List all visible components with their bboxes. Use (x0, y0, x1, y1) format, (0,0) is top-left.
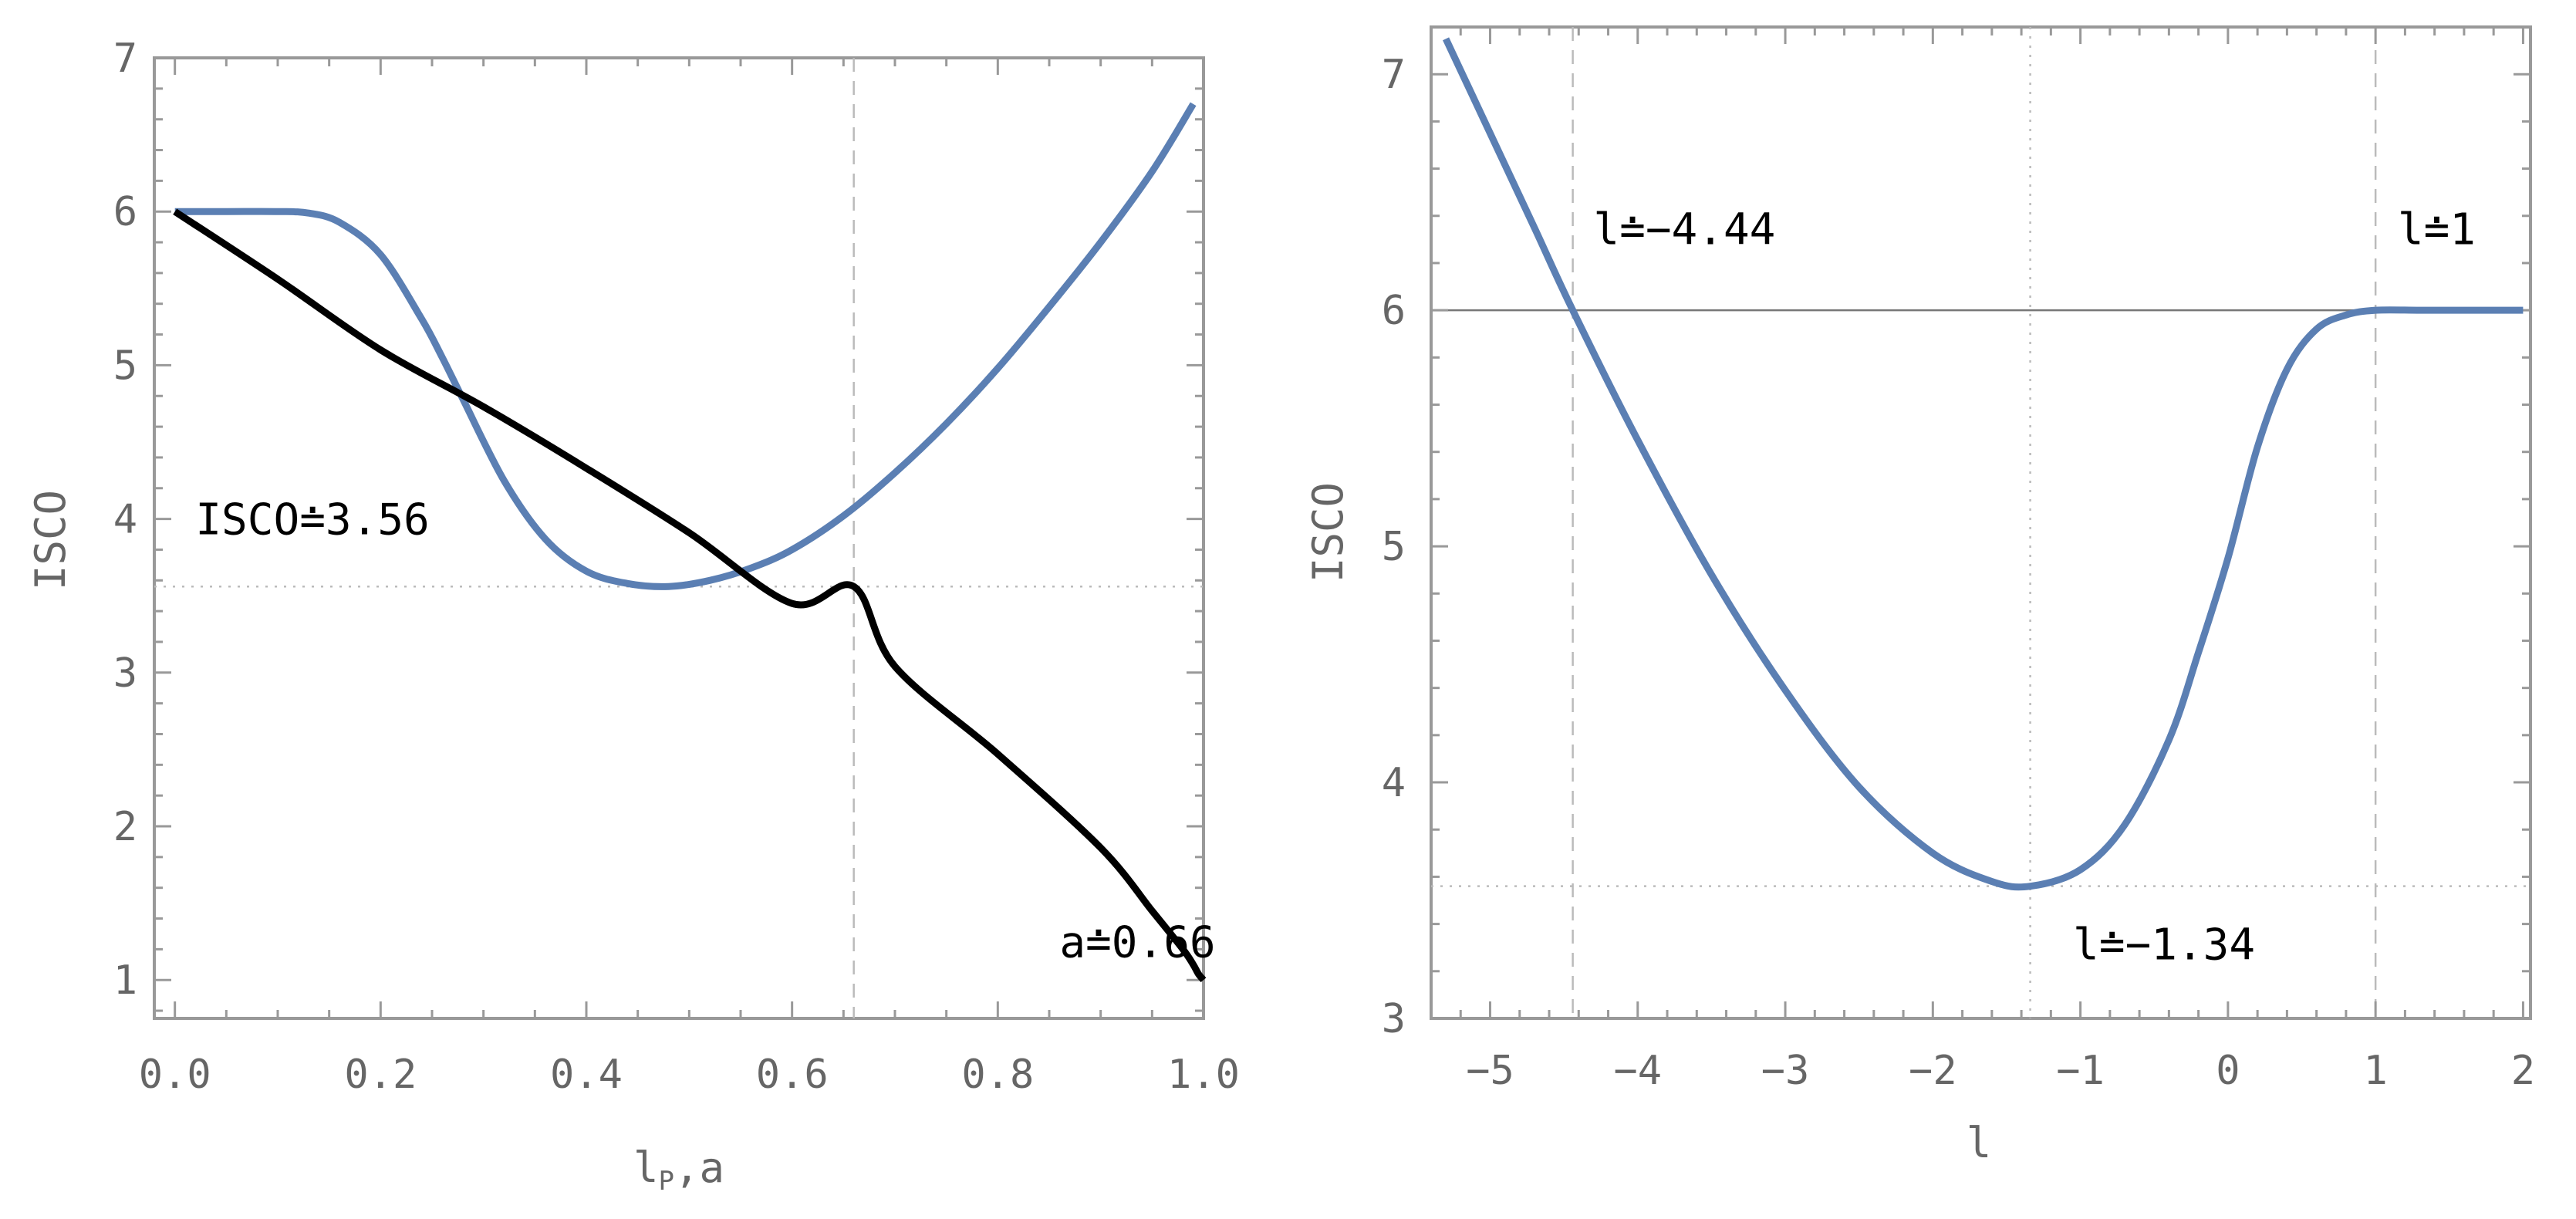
reference-lines-right (1431, 27, 2530, 1018)
series-left (173, 102, 1207, 983)
x-tick-label-right: −1 (2056, 1048, 2105, 1094)
ticks-left: 0.0 0.2 0.4 0.6 0.8 1.0 1 2 3 4 5 6 7 (113, 35, 1240, 1098)
y-tick-label-left: 7 (113, 35, 137, 82)
x-tick-label-right: 0 (2216, 1048, 2240, 1094)
annotation-right-1: l≐1 (2398, 204, 2476, 255)
x-tick-label-left: 0.2 (344, 1052, 417, 1098)
x-tick-label-left: 0.4 (550, 1052, 623, 1098)
x-tick-label-right: −2 (1909, 1048, 1957, 1094)
x-tick-label-right: −3 (1761, 1048, 1810, 1094)
x-tick-label-left: 0.0 (139, 1052, 211, 1098)
series-line-right-0 (1443, 37, 2524, 891)
y-tick-label-left: 1 (113, 957, 137, 1004)
y-tick-label-right: 4 (1382, 760, 1406, 806)
x-tick-label-right: 1 (2364, 1048, 2388, 1094)
annotations-left: ISCO≐3.56 a≐0.66 (195, 495, 1215, 968)
chart-isco-vs-l: −5 −4 −3 −2 −1 0 1 2 3 4 5 6 7 l≐−4.44 l≐1 l≐−1.34 l I… (1304, 25, 2535, 1167)
x-tick-label-right: −5 (1466, 1048, 1514, 1094)
y-tick-label-left: 3 (113, 650, 137, 697)
y-tick-label-right: 6 (1382, 288, 1406, 334)
x-tick-label-left: 0.8 (961, 1052, 1034, 1098)
annotation-left-0: ISCO≐3.56 (195, 495, 429, 545)
y-tick-label-left: 4 (113, 497, 137, 543)
reference-lines-left (154, 58, 1204, 1018)
plot-frame-left (153, 56, 1205, 1020)
series-line-left-1 (173, 208, 1207, 983)
y-axis-label-left: ISCO (26, 490, 75, 590)
x-axis-label-left: lP,a (633, 1143, 724, 1197)
plot-frame-right (1430, 25, 2532, 1020)
annotation-right-0: l≐−4.44 (1593, 204, 1775, 255)
x-axis-label-right: l (1967, 1119, 1992, 1167)
annotation-right-2: l≐−1.34 (2073, 920, 2255, 971)
y-tick-label-left: 6 (113, 189, 137, 235)
x-tick-label-left: 1.0 (1167, 1052, 1240, 1098)
y-tick-label-right: 3 (1382, 996, 1406, 1042)
x-tick-label-right: 2 (2511, 1048, 2535, 1094)
annotation-left-1: a≐0.66 (1059, 917, 1215, 967)
y-axis-label-right: ISCO (1304, 482, 1352, 582)
y-tick-label-left: 2 (113, 804, 137, 850)
y-tick-label-right: 7 (1382, 52, 1406, 98)
x-tick-label-right: −4 (1613, 1048, 1662, 1094)
y-tick-label-left: 5 (113, 343, 137, 389)
annotations-right: l≐−4.44 l≐1 l≐−1.34 (1593, 204, 2476, 970)
chart-isco-vs-lp-a: 0.0 0.2 0.4 0.6 0.8 1.0 1 2 3 4 5 6 7 ISCO≐3.56 a≐0.6… (26, 35, 1240, 1197)
y-tick-label-right: 5 (1382, 524, 1406, 570)
x-tick-label-left: 0.6 (756, 1052, 829, 1098)
series-right (1443, 37, 2524, 891)
ticks-right: −5 −4 −3 −2 −1 0 1 2 3 4 5 6 7 (1382, 25, 2535, 1094)
series-line-left-0 (174, 102, 1197, 590)
